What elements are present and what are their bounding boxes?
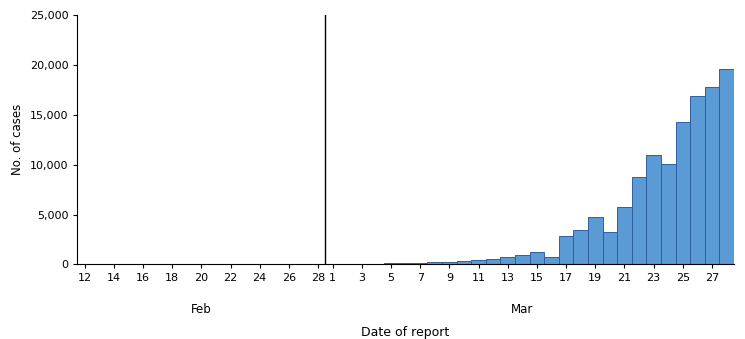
Y-axis label: No. of cases: No. of cases [11,104,24,175]
Bar [428,262,442,264]
Bar [559,237,574,264]
Bar [413,263,428,264]
Bar [720,69,734,264]
Text: Feb: Feb [191,303,212,316]
Bar [705,87,720,264]
Text: Date of report: Date of report [361,325,450,339]
Bar [457,261,472,264]
Bar [632,177,647,264]
Bar [530,252,544,264]
Bar [399,263,413,264]
Bar [515,256,530,264]
Bar [501,257,515,264]
Bar [486,259,501,264]
Bar [676,122,690,264]
Text: Mar: Mar [511,303,533,316]
Bar [588,217,603,264]
Bar [647,155,661,264]
Bar [472,260,486,264]
Bar [617,206,632,264]
Bar [574,230,588,264]
Bar [384,263,399,264]
Bar [442,262,457,264]
Bar [603,232,617,264]
Bar [544,257,559,264]
Bar [690,96,705,264]
Bar [661,164,676,264]
